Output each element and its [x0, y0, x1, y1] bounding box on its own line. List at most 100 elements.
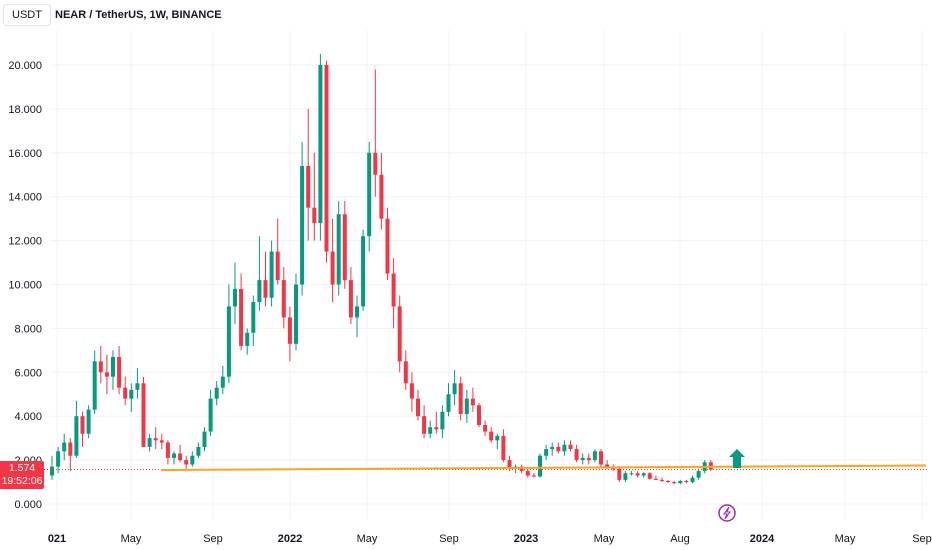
y-axis: 0.0002.0004.0006.0008.00010.00012.00014.…	[8, 60, 42, 511]
candle-body	[373, 152, 378, 175]
candle-body	[666, 480, 671, 483]
candle-body	[306, 165, 311, 208]
candle-body	[300, 165, 305, 285]
candle-body	[263, 280, 268, 298]
candle-body	[153, 438, 158, 441]
candle-body	[409, 383, 414, 399]
candle-body	[501, 435, 506, 461]
candle-body	[580, 457, 585, 461]
x-tick-label: May	[594, 533, 615, 545]
candle-body	[196, 446, 201, 456]
support-line	[160, 464, 927, 471]
y-tick-label: 8.000	[14, 323, 42, 335]
candle-body	[147, 438, 152, 447]
candle-body	[202, 431, 207, 447]
candle-body	[696, 471, 701, 478]
candle-body	[367, 152, 372, 237]
chart-header: USDT NEAR / TetherUS, 1W, BINANCE	[0, 0, 932, 30]
candle-body	[489, 431, 494, 441]
candle-body	[617, 468, 622, 480]
candle-body	[562, 444, 567, 452]
candle-body	[141, 383, 146, 447]
candle-body	[287, 317, 292, 344]
candle-body	[208, 398, 213, 432]
candle-body	[416, 398, 420, 417]
candle-body	[385, 218, 390, 274]
candle-body	[495, 435, 500, 441]
up-arrow-icon	[729, 449, 745, 468]
candle-body	[165, 442, 170, 458]
candle-body	[159, 440, 164, 443]
candle-body	[605, 464, 610, 467]
candle-body	[660, 479, 664, 481]
candle-body	[531, 475, 536, 477]
candle-body	[312, 207, 317, 224]
candle-body	[239, 288, 244, 346]
candle-body	[428, 427, 433, 434]
candle-body	[519, 466, 524, 472]
candle-body	[470, 398, 475, 406]
candle-body	[111, 356, 115, 377]
candle-body	[684, 480, 689, 483]
x-tick-label: Aug	[670, 533, 690, 545]
x-tick-label: 2022	[278, 533, 302, 545]
candle-body	[477, 405, 481, 425]
x-tick-label: 2024	[750, 533, 775, 545]
candle-body	[672, 482, 677, 484]
x-tick-label: 021	[48, 533, 66, 545]
lightning-icon[interactable]	[718, 504, 736, 522]
candle-body	[458, 383, 463, 415]
y-tick-label: 14.000	[8, 192, 42, 204]
candle-body	[647, 473, 652, 479]
x-tick-label: Sep	[912, 533, 932, 545]
x-tick-label: May	[121, 533, 142, 545]
candle-body	[592, 451, 597, 461]
candle-body	[586, 457, 591, 461]
event-circle	[718, 504, 736, 522]
x-tick-label: May	[835, 533, 856, 545]
candle-body	[525, 471, 530, 476]
candle-body	[98, 361, 103, 373]
candle-body	[653, 478, 658, 480]
candle-body	[92, 361, 97, 410]
candle-body	[269, 251, 274, 298]
candle-body	[361, 236, 366, 307]
candle-body	[318, 65, 323, 224]
candle-body	[440, 411, 445, 430]
candle-body	[80, 416, 85, 434]
y-tick-label: 6.000	[14, 367, 42, 379]
candle-body	[50, 466, 54, 476]
candle-body	[434, 427, 439, 430]
candle-body	[294, 284, 298, 344]
candle-body	[544, 449, 549, 456]
y-tick-label: 18.000	[8, 104, 42, 116]
candle-body	[336, 214, 341, 285]
candle-body	[348, 280, 353, 318]
y-tick-label: 16.000	[8, 148, 42, 160]
grid-lines	[50, 30, 928, 520]
candle-body	[245, 332, 250, 346]
candle-body	[190, 455, 195, 465]
candle-body	[129, 389, 134, 399]
candle-body	[538, 455, 542, 477]
last-price-badge: 1.574 19:52:06	[0, 461, 44, 489]
y-tick-label: 0.000	[14, 499, 42, 511]
candle-body	[641, 473, 646, 476]
candle-body	[275, 251, 280, 281]
candle-body	[56, 451, 61, 467]
candle-body	[599, 451, 603, 465]
candle-body	[635, 473, 640, 476]
candle-body	[678, 480, 683, 484]
candle-body	[568, 444, 573, 450]
candle-body	[342, 214, 347, 281]
bar-countdown: 19:52:06	[1, 475, 43, 487]
candle-body	[629, 473, 634, 475]
candles	[50, 54, 713, 485]
candle-body	[690, 477, 695, 483]
currency-button[interactable]: USDT	[3, 4, 51, 26]
x-axis: 021 May Sep 2022 May Sep 2023 May Aug 2024 May Sep	[48, 533, 932, 545]
candle-body	[257, 280, 262, 303]
candle-body	[391, 273, 396, 307]
candle-body	[330, 251, 335, 285]
